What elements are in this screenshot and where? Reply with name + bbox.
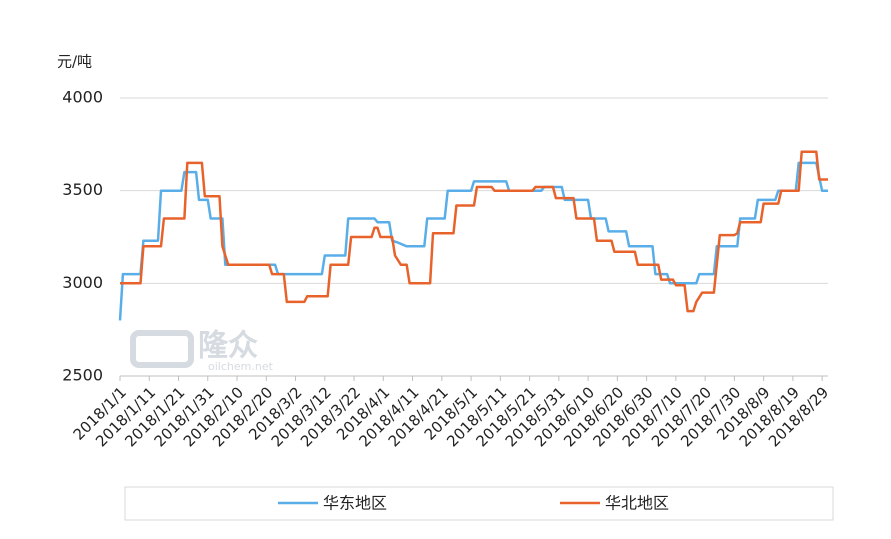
legend-label: 华北地区 xyxy=(605,494,669,513)
y-tick-label: 2500 xyxy=(62,366,103,385)
series-line xyxy=(118,161,828,321)
watermark-brand: 隆众 xyxy=(198,329,258,364)
y-tick-label: 3500 xyxy=(62,180,103,199)
y-tick-label: 3000 xyxy=(62,273,103,292)
y-tick-label: 4000 xyxy=(62,88,103,107)
watermark-site: oilchem.net xyxy=(208,360,274,373)
y-axis-label: 元/吨 xyxy=(57,53,92,71)
series-line xyxy=(120,150,828,313)
watermark-logo xyxy=(130,330,194,368)
legend-label: 华东地区 xyxy=(323,494,387,513)
watermark: 隆众 oilchem.net xyxy=(130,329,274,373)
legend-box xyxy=(124,486,834,521)
